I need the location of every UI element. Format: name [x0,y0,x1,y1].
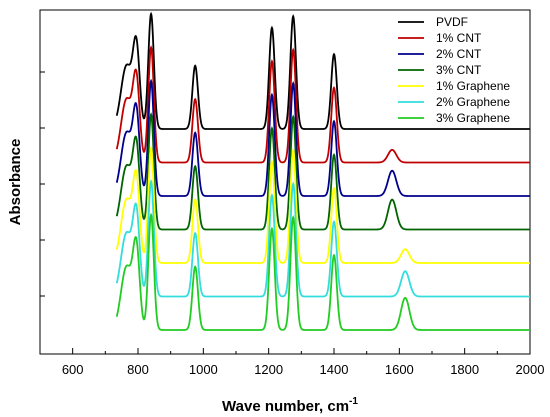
series-line-2-cnt [115,78,530,197]
legend-label: PVDF [436,15,468,29]
plot-area [39,9,531,355]
x-tick-label: 1800 [450,362,479,377]
series-line-3-cnt [115,112,530,231]
series-line-1-graphene [115,145,530,264]
y-axis-label: Absorbance [7,139,24,226]
x-tick-label: 1600 [385,362,414,377]
x-axis-label-superscript: -1 [349,396,358,407]
x-tick-label: 800 [127,362,149,377]
y-axis-ticks [40,71,45,297]
x-axis-label-main: Wave number, cm [222,398,349,415]
legend-label: 1% CNT [436,31,482,45]
legend: PVDF 1% CNT 2% CNT 3% CNT 1% Graphene 2% Grap… [398,15,510,125]
legend-label: 1% Graphene [436,79,510,93]
x-tick-label: 1200 [254,362,283,377]
x-axis-tick-labels: 600 800 1000 1200 1400 1600 1800 2000 [62,362,545,377]
x-tick-label: 1000 [189,362,218,377]
legend-label: 2% Graphene [436,95,510,109]
legend-label: 3% Graphene [436,111,510,125]
x-tick-label: 2000 [516,362,545,377]
x-axis-label: Wave number, cm-1 [222,396,358,415]
series-line-3-graphene [115,212,530,331]
x-axis-ticks [39,348,531,354]
legend-label: 3% CNT [436,63,482,77]
legend-label: 2% CNT [436,47,482,61]
series-line-pvdf [115,11,530,130]
x-tick-label: 600 [62,362,84,377]
series-lines [115,11,530,331]
series-line-1-cnt [115,45,530,164]
series-line-2-graphene [115,179,530,298]
x-tick-label: 1400 [320,362,349,377]
